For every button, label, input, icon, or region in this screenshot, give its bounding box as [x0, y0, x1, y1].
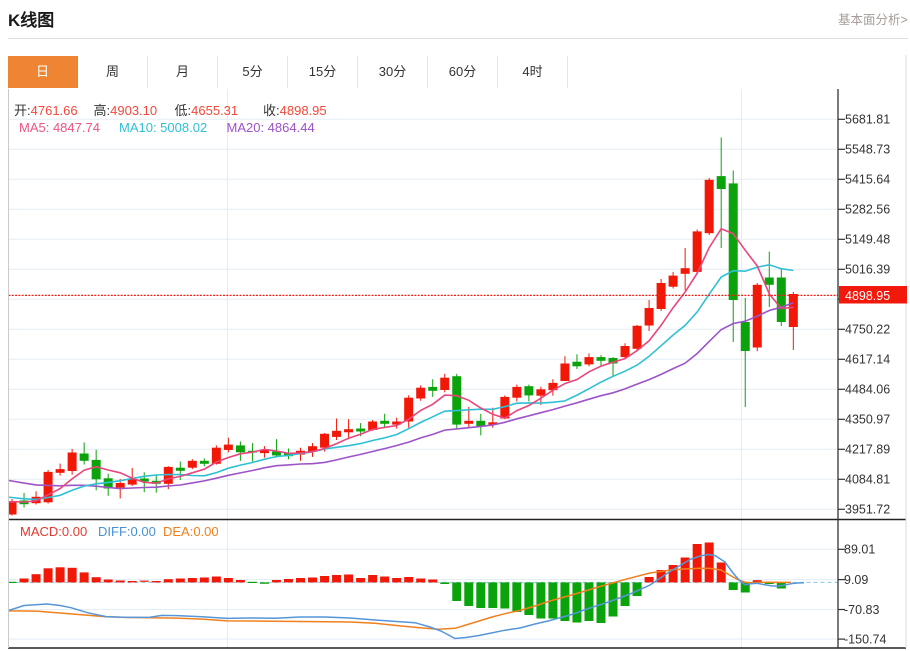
- svg-text:9.09: 9.09: [844, 573, 868, 587]
- svg-text:5016.39: 5016.39: [845, 263, 890, 277]
- svg-text:4084.81: 4084.81: [845, 473, 890, 487]
- svg-text:5681.81: 5681.81: [845, 113, 890, 127]
- svg-text:4217.89: 4217.89: [845, 443, 890, 457]
- svg-text:5548.73: 5548.73: [845, 143, 890, 157]
- svg-text:5149.48: 5149.48: [845, 233, 890, 247]
- svg-text:-70.83: -70.83: [844, 603, 879, 617]
- svg-text:89.01: 89.01: [844, 543, 875, 557]
- svg-text:-150.74: -150.74: [844, 632, 886, 646]
- svg-text:4750.22: 4750.22: [845, 323, 890, 337]
- svg-text:4484.06: 4484.06: [845, 383, 890, 397]
- svg-text:3951.72: 3951.72: [845, 503, 890, 517]
- svg-text:5415.64: 5415.64: [845, 173, 890, 187]
- svg-text:4898.95: 4898.95: [845, 289, 890, 303]
- svg-text:4350.97: 4350.97: [845, 413, 890, 427]
- svg-text:5282.56: 5282.56: [845, 203, 890, 217]
- svg-text:4617.14: 4617.14: [845, 353, 890, 367]
